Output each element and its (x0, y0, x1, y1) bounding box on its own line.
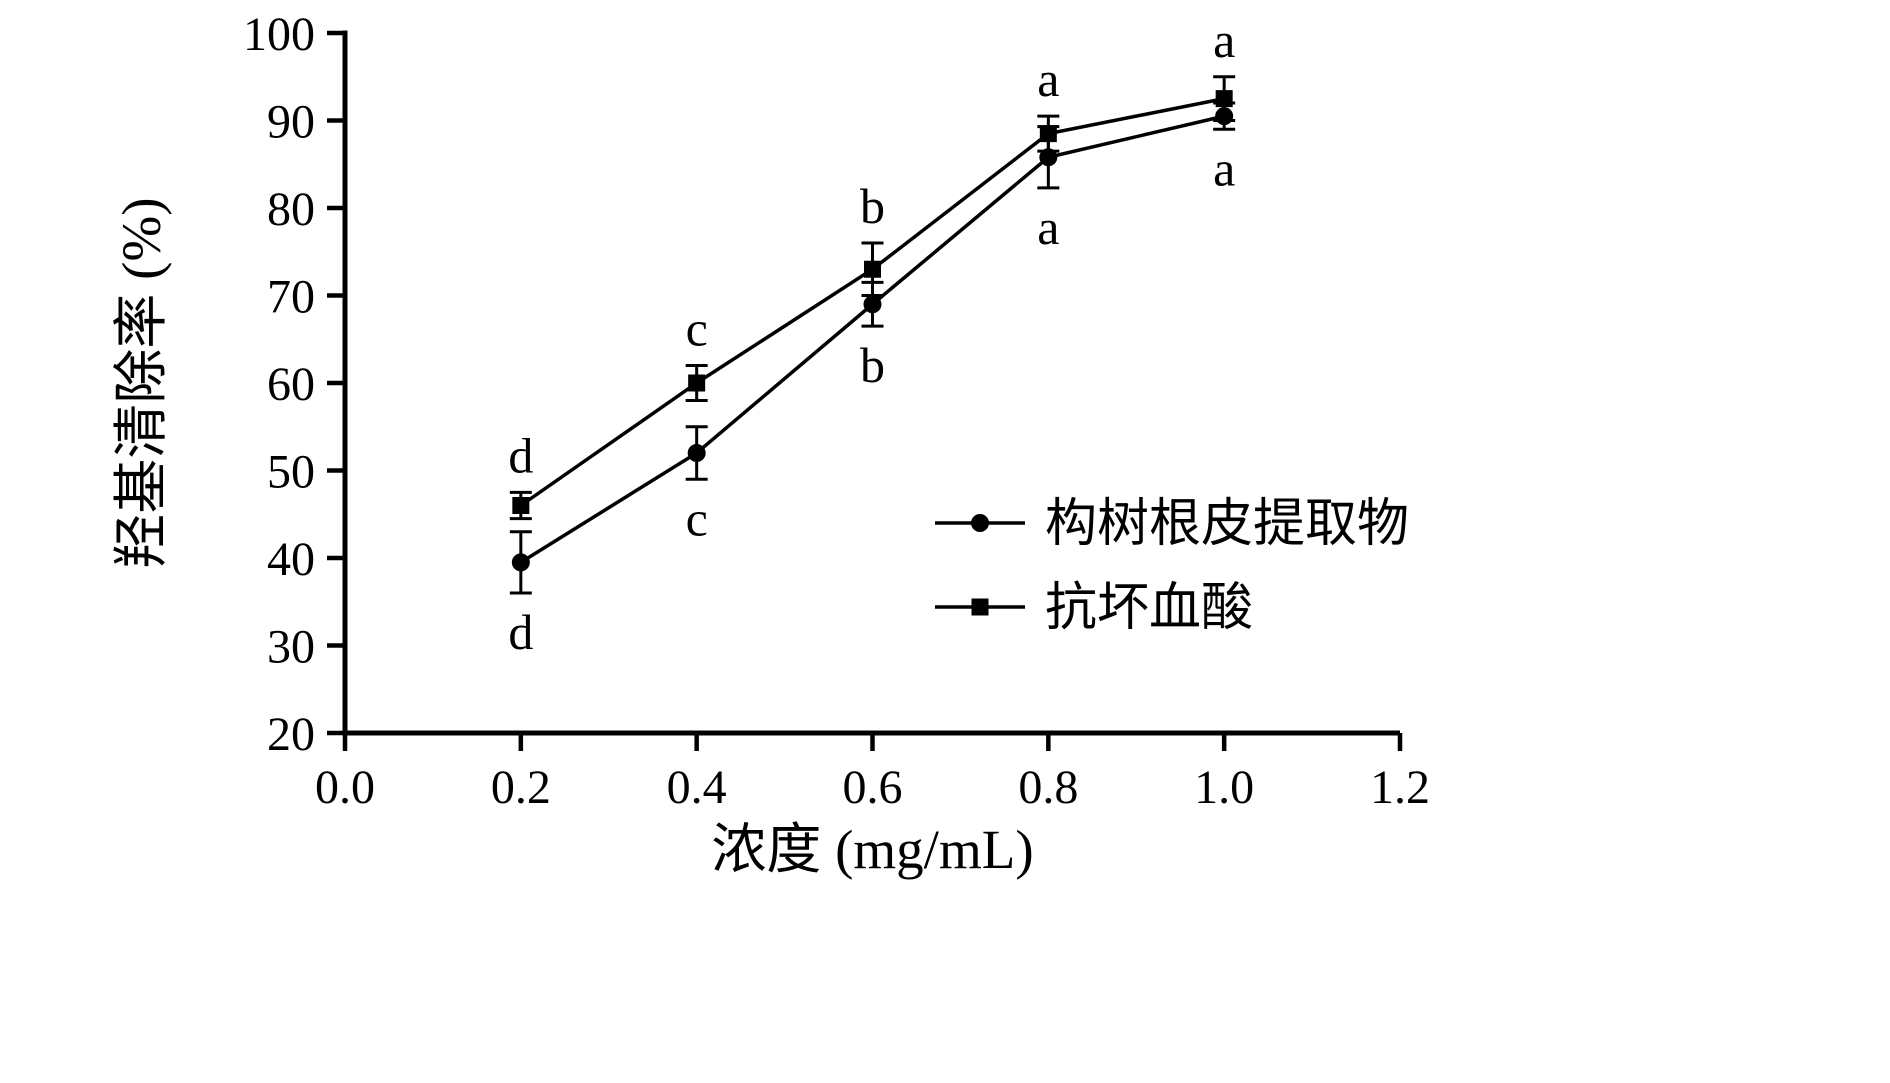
significance-letter: a (1037, 199, 1059, 255)
x-tick-label: 0.4 (667, 761, 727, 814)
y-tick-label: 80 (267, 183, 315, 236)
significance-letter: a (1037, 51, 1059, 107)
x-tick-label: 0.0 (315, 761, 375, 814)
significance-letter: b (860, 337, 885, 393)
data-point-square (1215, 90, 1233, 108)
legend-label: 构树根皮提取物 (1045, 496, 1409, 553)
x-axis-title: 浓度 (mg/mL) (711, 819, 1033, 880)
y-tick-label: 40 (267, 533, 315, 586)
y-tick-label: 90 (267, 96, 315, 149)
legend-marker-circle (971, 514, 989, 532)
x-tick-label: 0.8 (1018, 761, 1078, 814)
x-tick-label: 1.0 (1194, 761, 1254, 814)
significance-letter: b (860, 178, 885, 234)
y-tick-label: 50 (267, 446, 315, 499)
legend-marker-square (971, 598, 989, 616)
data-point-square (1039, 125, 1057, 143)
legend-label: 抗坏血酸 (1045, 580, 1253, 637)
significance-letter: a (1213, 12, 1235, 68)
x-tick-label: 0.2 (491, 761, 551, 814)
y-tick-label: 100 (243, 8, 315, 61)
y-axis-title: 羟基清除率 (%) (111, 197, 172, 568)
data-point-circle (1039, 148, 1058, 167)
x-tick-label: 0.6 (843, 761, 903, 814)
y-tick-label: 30 (267, 621, 315, 674)
significance-letter: d (508, 604, 533, 660)
significance-letter: c (686, 490, 708, 546)
y-tick-label: 20 (267, 708, 315, 761)
data-point-square (512, 497, 530, 514)
data-point-circle (687, 444, 706, 462)
significance-letter: d (508, 427, 533, 483)
y-tick-label: 70 (267, 271, 315, 324)
data-point-square (688, 374, 706, 392)
x-tick-label: 1.2 (1370, 761, 1430, 814)
significance-letter: c (686, 301, 708, 357)
data-point-square (864, 260, 881, 278)
data-point-circle (863, 295, 882, 314)
y-tick-label: 60 (267, 358, 315, 411)
data-point-circle (511, 553, 530, 572)
significance-letter: a (1213, 140, 1235, 196)
